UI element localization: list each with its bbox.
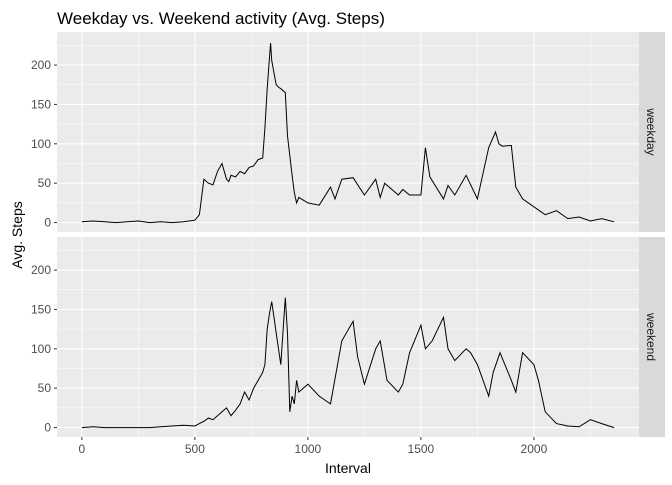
y-tick-label: 0 <box>44 421 51 435</box>
y-tick-label: 100 <box>31 342 51 356</box>
panel-weekend <box>57 237 639 437</box>
y-tick-label: 200 <box>31 263 51 277</box>
y-tick-label: 50 <box>38 381 52 395</box>
strip-label-weekday: weekday <box>644 107 658 155</box>
x-axis: 0 500 1000 1500 2000 <box>79 437 548 456</box>
strip-weekend <box>639 237 665 437</box>
strip-weekday <box>639 32 665 232</box>
y-axis-label: Avg. Steps <box>9 201 25 268</box>
x-tick-label: 1500 <box>408 442 435 456</box>
series-line-weekend <box>81 297 615 429</box>
series-line-weekday <box>81 42 615 224</box>
grid-weekday <box>57 32 639 232</box>
y-tick-label: 200 <box>31 58 51 72</box>
y-tick-label: 150 <box>31 97 51 111</box>
panel-weekday <box>57 32 639 232</box>
y-tick-label: 100 <box>31 137 51 151</box>
y-tick-label: 0 <box>44 216 51 230</box>
x-tick-label: 0 <box>79 442 86 456</box>
y-tick-label: 150 <box>31 302 51 316</box>
strip-label-weekend: weekend <box>644 312 658 361</box>
x-tick-label: 2000 <box>521 442 548 456</box>
x-tick-label: 500 <box>185 442 205 456</box>
x-axis-label: Interval <box>325 460 371 476</box>
y-axis-weekday: 0 50 100 150 200 <box>31 58 57 230</box>
grid-weekend <box>57 237 639 437</box>
y-axis-weekend: 0 50 100 150 200 <box>31 263 57 435</box>
chart-title: Weekday vs. Weekend activity (Avg. Steps… <box>57 9 385 28</box>
y-tick-label: 50 <box>38 176 52 190</box>
x-tick-label: 1000 <box>295 442 322 456</box>
